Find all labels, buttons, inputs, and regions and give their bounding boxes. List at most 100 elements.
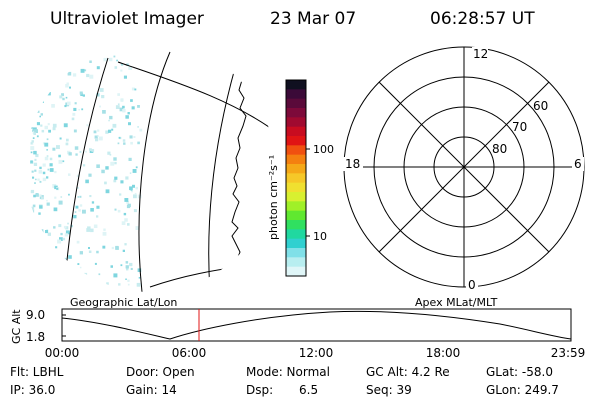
emission-speckle [35, 89, 39, 93]
mlat-label-60: 60 [533, 99, 548, 113]
status-footer: Flt: LBHL IP: 36.0 Door: Open Gain: 14 M… [10, 365, 559, 397]
emission-speckle [32, 89, 35, 92]
emission-speckle [43, 245, 46, 248]
emission-speckle [110, 161, 115, 166]
emission-speckle [30, 263, 34, 267]
emission-speckle [63, 123, 68, 128]
emission-speckle [33, 150, 37, 155]
emission-speckle [47, 70, 50, 73]
emission-speckle [39, 205, 43, 209]
emission-speckle [110, 265, 113, 268]
emission-speckle [96, 66, 100, 70]
emission-speckle [79, 251, 83, 255]
emission-speckle [42, 87, 45, 90]
emission-speckle [130, 141, 133, 145]
gain-status: Gain: 14 [126, 383, 177, 397]
emission-speckle [31, 66, 34, 69]
emission-speckle [113, 157, 117, 161]
emission-speckle [51, 59, 54, 62]
emission-speckle [90, 228, 94, 233]
emission-speckle [47, 259, 50, 263]
emission-speckle [34, 61, 39, 65]
auroral-emission-speckles [30, 55, 143, 292]
emission-speckle [62, 97, 65, 101]
emission-speckle [35, 106, 38, 109]
emission-speckle [115, 245, 119, 249]
emission-speckle [40, 124, 43, 127]
emission-speckle [77, 263, 80, 265]
emission-speckle [79, 266, 82, 269]
emission-speckle [44, 285, 49, 289]
emission-speckle [34, 87, 37, 91]
emission-speckle [124, 243, 127, 246]
altitude-ytick-1.8: 1.8 [26, 330, 45, 344]
emission-speckle [37, 88, 40, 91]
emission-speckle [80, 68, 85, 73]
emission-speckle [111, 246, 114, 250]
emission-speckle [125, 261, 129, 264]
emission-speckle [131, 106, 135, 110]
right-panel-caption: Apex MLat/MLT [415, 296, 498, 309]
emission-speckle [55, 63, 57, 65]
emission-speckle [51, 257, 54, 261]
emission-speckle [57, 70, 60, 73]
colorbar-swatch [286, 238, 306, 249]
time-tick-2359: 23:59 [551, 346, 586, 360]
emission-speckle [73, 129, 77, 133]
emission-speckle [81, 108, 84, 111]
emission-speckle [120, 264, 123, 267]
emission-speckle [65, 226, 69, 230]
emission-speckle [52, 127, 56, 131]
emission-speckle [39, 194, 42, 197]
emission-speckle [41, 245, 46, 250]
emission-speckle [58, 154, 61, 158]
emission-speckle [65, 142, 69, 146]
emission-speckle [109, 115, 113, 120]
emission-speckle [137, 141, 140, 145]
emission-speckle [46, 176, 49, 179]
emission-speckle [44, 142, 49, 147]
altitude-plot: 9.0 1.8 GC Alt 00:00 06:00 12:00 18:00 2… [10, 308, 585, 360]
emission-speckle [86, 228, 91, 232]
emission-speckle [34, 182, 36, 184]
emission-speckle [37, 178, 40, 181]
emission-speckle [63, 275, 66, 278]
emission-speckle [63, 55, 68, 59]
emission-speckle [137, 268, 142, 272]
emission-speckle [30, 233, 33, 236]
emission-speckle [47, 92, 51, 96]
emission-speckle [47, 123, 50, 126]
emission-speckle [102, 110, 106, 114]
colorbar-swatch [286, 98, 306, 109]
emission-speckle [92, 279, 96, 284]
emission-speckle [98, 273, 101, 276]
coastline [231, 59, 247, 279]
emission-speckle [30, 206, 35, 211]
emission-speckle [96, 205, 100, 209]
emission-speckle [31, 272, 34, 275]
emission-speckle [30, 79, 33, 83]
emission-speckle [34, 129, 38, 133]
emission-speckle [41, 75, 45, 79]
meridian-line-3 [208, 67, 236, 292]
emission-speckle [30, 228, 34, 232]
emission-speckle [65, 230, 70, 235]
emission-speckle [42, 177, 47, 182]
ip-status: IP: 36.0 [10, 383, 55, 397]
emission-speckle [130, 267, 133, 270]
emission-speckle [43, 274, 47, 278]
emission-speckle [105, 189, 110, 194]
emission-speckle [32, 255, 36, 260]
emission-speckle [30, 227, 34, 231]
emission-speckle [132, 184, 135, 188]
emission-speckle [124, 198, 129, 202]
geographic-image-panel [30, 51, 275, 292]
emission-speckle [46, 249, 49, 252]
emission-speckle [98, 136, 103, 141]
colorbar-tick-label-10: 10 [313, 230, 327, 243]
emission-speckle [139, 128, 143, 132]
emission-speckle [106, 282, 109, 285]
altitude-ylabel: GC Alt [10, 309, 23, 344]
emission-speckle [93, 281, 98, 285]
